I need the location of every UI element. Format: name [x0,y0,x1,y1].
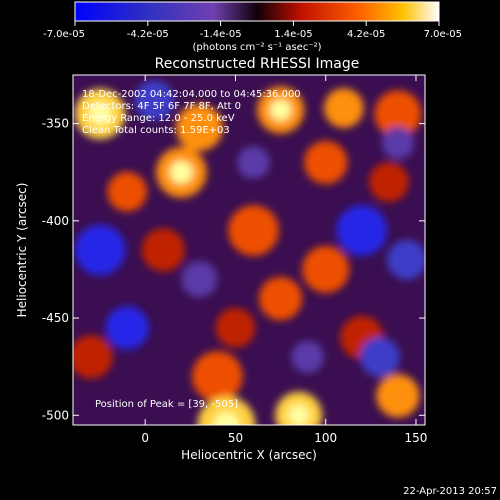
heatmap-blob [175,104,223,151]
colorbar-tick-label: -7.0e-05 [43,29,85,40]
x-tick-label: 0 [141,431,149,445]
heatmap-blob [369,162,409,202]
colorbar-tick-label: -4.2e-05 [127,29,169,40]
heatmap-blob [228,205,279,256]
y-tick-label: -500 [42,408,69,422]
heatmap-layer [73,80,425,425]
heatmap-blob [181,261,218,298]
plot-area: 0 50 100 150 -350 -400 -450 -500 [42,74,428,445]
heatmap-blob-core [88,102,112,126]
heatmap-blob [237,146,270,179]
heatmap-blob [215,307,256,348]
heatmap-blob-core [288,404,310,425]
heatmap-blob [302,245,350,293]
colorbar-tick-label: 1.4e-05 [274,29,312,40]
colorbar-tick-label: 4.2e-05 [347,29,385,40]
heatmap-blob [192,351,243,402]
colorbar-unit-label: (photons cm⁻² s⁻¹ asec⁻²) [192,42,321,53]
heatmap-blob [336,205,388,256]
y-axis-label: Heliocentric Y (arcsec) [15,183,29,318]
x-axis-label: Heliocentric X (arcsec) [181,448,317,462]
x-tick-label: 50 [228,431,243,445]
heatmap-blob-core [213,412,240,425]
heatmap-blob [105,306,149,350]
heatmap-blob [323,88,364,128]
colorbar-ticks: -7.0e-05 -4.2e-05 -1.4e-05 1.4e-05 4.2e-05 7.… [43,21,462,40]
annotation-energy: Energy Range: 12.0 - 25.0 keV [82,113,235,124]
annotation-detectors: Detectors: 4F 5F 6F 7F 8F, Att 0 [82,101,241,112]
plot-frame [72,74,426,426]
axis-ticks: 0 50 100 150 -350 -400 -450 -500 [42,75,428,445]
heatmap-blob [376,374,420,418]
annotations: 18-Dec-2002 04:42:04.000 to 04:45:36.000… [82,89,301,410]
heatmap-blob-core [169,160,193,184]
annotation-peak: Position of Peak = [39, -505] [95,399,238,410]
colorbar-tick-label: 7.0e-05 [424,29,462,40]
y-tick-label: -350 [42,117,69,131]
heatmap-blob [141,228,185,272]
x-tick-label: 150 [405,431,428,445]
annotation-clean: Clean Total counts: 1.59E+03 [82,125,230,136]
colorbar-tick-label: -1.4e-05 [200,29,242,40]
heatmap-blob [374,90,422,138]
colorbar: -7.0e-05 -4.2e-05 -1.4e-05 1.4e-05 4.2e-05 7.… [43,1,462,53]
heatmap-blob [381,126,415,160]
heatmap-blob [291,340,324,374]
heatmap-blob [74,224,126,276]
x-tick-label: 100 [314,431,337,445]
heatmap-blob [360,337,400,377]
heatmap-blob [134,80,175,121]
heatmap-blob [304,140,348,185]
y-tick-label: -400 [42,214,69,228]
colorbar-gradient [74,1,440,22]
heatmap-blob [258,276,303,321]
chart-title: Reconstructed RHESSI Image [155,56,360,72]
heatmap-blob [387,239,425,280]
annotation-time: 18-Dec-2002 04:42:04.000 to 04:45:36.000 [82,89,301,100]
footer-timestamp: 22-Apr-2013 20:57 [403,486,497,497]
heatmap-blob [107,171,148,212]
heatmap-blob [197,396,256,425]
y-tick-label: -450 [42,311,69,325]
heatmap-blob-core [270,99,292,121]
heatmap-blob [73,335,113,379]
